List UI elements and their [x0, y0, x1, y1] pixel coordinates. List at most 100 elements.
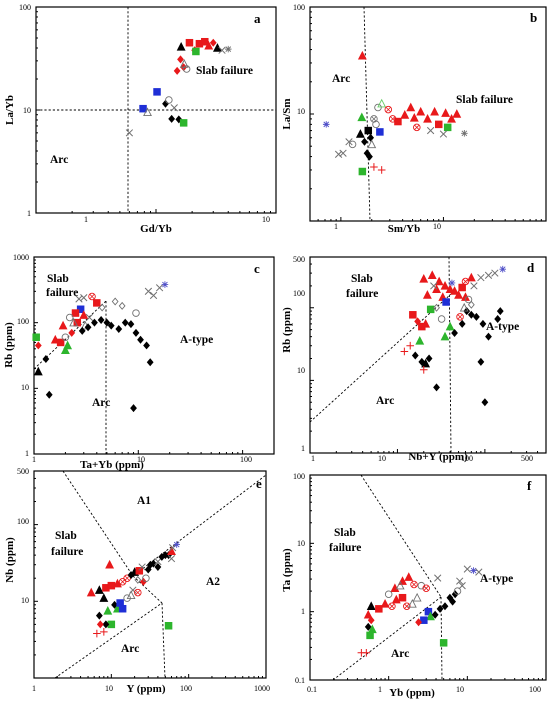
data-point [107, 321, 115, 330]
y-tick-label: 1 [301, 444, 305, 453]
data-point [149, 291, 158, 300]
boundary-line [448, 256, 452, 454]
data-point [94, 585, 104, 594]
axis-ticks [309, 11, 542, 222]
data-point [374, 103, 382, 112]
y-tick-label: 100 [17, 517, 29, 526]
data-point [76, 305, 85, 314]
data-point [165, 96, 173, 104]
x-tick-label: 10 [456, 685, 464, 694]
y-axis-label: Nb (ppm) [4, 537, 16, 583]
data-point [107, 581, 116, 590]
y-tick-label: 500 [293, 255, 305, 264]
data-point [173, 66, 181, 75]
data-point [173, 541, 180, 548]
data-point [441, 602, 449, 611]
x-axis-label: Y (ppm) [126, 683, 165, 695]
data-point [339, 149, 347, 157]
data-point [494, 315, 502, 324]
y-axis-label: Ta (ppm) [281, 548, 293, 592]
data-point [192, 47, 200, 56]
data-point [182, 65, 191, 73]
boundary-line [360, 474, 442, 598]
field-label: Slab failure [456, 94, 513, 106]
data-point [454, 290, 463, 299]
boundary-line [332, 596, 442, 681]
x-tick-label: 10 [105, 684, 113, 693]
data-point [409, 112, 419, 122]
data-point [370, 163, 378, 171]
data-point [85, 313, 94, 322]
data-points [125, 37, 232, 137]
data-point [79, 310, 89, 319]
data-point [176, 41, 186, 51]
data-point [60, 345, 70, 355]
data-point [445, 321, 455, 331]
data-point [58, 320, 68, 330]
data-point [426, 126, 435, 135]
data-point [364, 622, 372, 631]
x-tick-label: 100 [461, 454, 473, 463]
boundary-line [62, 470, 134, 577]
data-point [470, 567, 477, 574]
y-tick-label: 1000 [13, 253, 29, 262]
data-point [135, 567, 144, 575]
data-point [103, 606, 113, 615]
data-point [99, 593, 109, 602]
data-point [406, 341, 415, 350]
field-label: A-type [486, 321, 519, 333]
data-point [102, 620, 110, 629]
data-point [93, 299, 101, 307]
data-point [447, 114, 456, 123]
plot-frame [33, 470, 267, 679]
data-point [144, 287, 153, 295]
data-point [68, 328, 76, 337]
data-point [69, 317, 79, 327]
data-point [177, 55, 184, 64]
field-label: Slab [334, 527, 356, 539]
x-tick-label: 1 [32, 684, 36, 693]
data-point [411, 351, 419, 360]
data-point [470, 282, 478, 290]
panel-label: b [530, 10, 537, 25]
data-point [426, 611, 435, 621]
field-label: A-type [480, 573, 513, 585]
data-point [448, 279, 456, 287]
data-point [421, 358, 431, 368]
data-point [142, 574, 150, 582]
panel-c: c Slab failure A-type Arc 1 10 100 1 10 … [3, 253, 275, 471]
data-point [33, 366, 43, 376]
x-tick-label: 500 [521, 454, 533, 463]
data-point [451, 328, 458, 337]
data-point [80, 294, 88, 302]
field-label: A-type [180, 334, 213, 346]
field-label: Slab [351, 273, 373, 285]
field-label: Arc [121, 643, 139, 655]
data-point [436, 604, 444, 613]
data-point [154, 563, 162, 572]
data-point [424, 607, 433, 616]
data-point [452, 109, 462, 118]
data-point [434, 120, 443, 129]
data-point [372, 120, 380, 129]
data-point [93, 629, 101, 638]
x-axis-label: Yb (ppm) [389, 687, 435, 699]
data-point [458, 582, 466, 590]
data-point [410, 580, 418, 589]
field-label: Slab [47, 273, 69, 285]
data-point [430, 282, 438, 290]
data-point [461, 277, 470, 286]
x-axis-label: Sm/Yb [388, 223, 420, 235]
data-point [416, 106, 426, 116]
y-tick-label: 100 [17, 317, 29, 326]
data-point [461, 130, 468, 137]
y-tick-label: 1 [301, 607, 305, 616]
x-tick-label: 1 [311, 454, 315, 463]
data-point [449, 597, 457, 606]
data-point [443, 123, 452, 132]
field-label: Slab [55, 530, 77, 542]
data-point [185, 38, 194, 47]
data-point [440, 331, 450, 341]
data-point [463, 565, 471, 573]
data-point [376, 128, 384, 136]
